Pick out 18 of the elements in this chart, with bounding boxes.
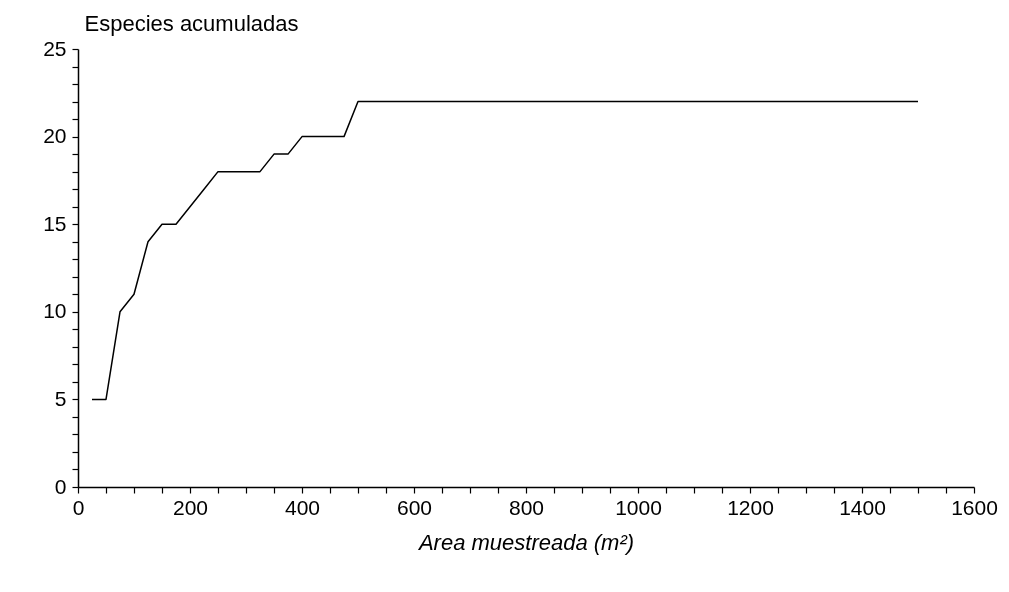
y-axis-title: Especies acumuladas xyxy=(84,10,299,36)
y-tick-label: 10 xyxy=(43,299,67,323)
x-tick-label: 200 xyxy=(172,495,209,519)
y-tick-label: 25 xyxy=(43,36,67,60)
x-tick-label: 800 xyxy=(508,495,545,519)
y-tick-label: 0 xyxy=(54,474,67,498)
x-tick-label: 0 xyxy=(72,495,85,519)
x-tick-label: 1000 xyxy=(615,495,662,519)
x-tick-label: 400 xyxy=(284,495,321,519)
x-tick-label: 1200 xyxy=(727,495,774,519)
x-tick-label: 600 xyxy=(396,495,433,519)
y-tick-label: 15 xyxy=(43,211,67,235)
y-tick-label: 5 xyxy=(54,386,67,410)
x-axis-title: Area muestreada (m²) xyxy=(416,529,635,555)
y-tick-label: 20 xyxy=(43,124,67,148)
line-series xyxy=(91,100,919,401)
x-tick-label: 1600 xyxy=(951,495,998,519)
x-tick-label: 1400 xyxy=(839,495,886,519)
